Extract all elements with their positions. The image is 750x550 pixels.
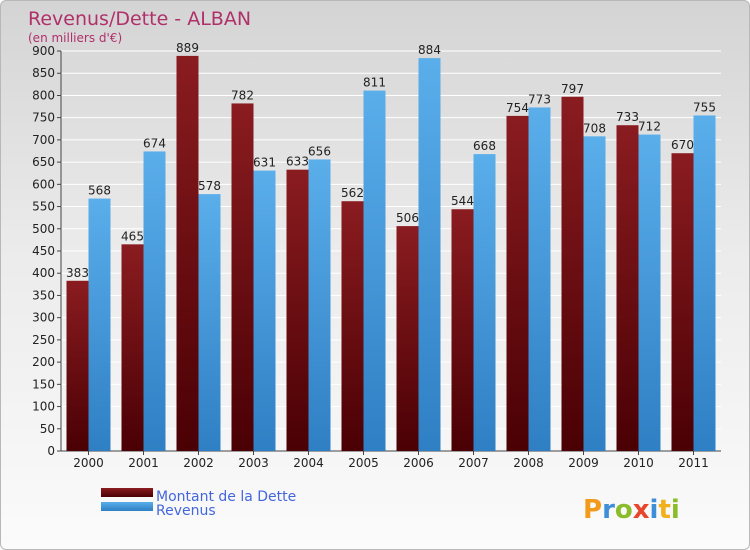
data-label-debt: 465 xyxy=(121,229,144,243)
y-tick-label: 500 xyxy=(32,222,55,236)
data-label-revenus: 674 xyxy=(143,136,166,150)
data-label-revenus: 773 xyxy=(528,92,551,106)
data-label-debt: 562 xyxy=(341,186,364,200)
bar-revenus xyxy=(253,170,276,452)
bar-debt xyxy=(231,103,254,451)
legend-label-revenus: Revenus xyxy=(156,503,216,519)
bar-revenus xyxy=(418,58,441,451)
bar-debt xyxy=(396,226,419,451)
chart-title: Revenus/Dette - ALBAN xyxy=(28,8,251,30)
bar-debt xyxy=(176,55,199,452)
chart-subtitle: (en milliers d'€) xyxy=(28,31,122,45)
data-label-debt: 797 xyxy=(561,82,584,96)
y-tick-label: 650 xyxy=(32,155,55,169)
x-tick-label: 2008 xyxy=(513,456,544,470)
bar-revenus xyxy=(143,151,166,451)
data-label-revenus: 668 xyxy=(473,139,496,153)
legend: Montant de la Dette Revenus xyxy=(101,488,296,519)
bar-revenus xyxy=(638,134,661,452)
data-label-revenus: 568 xyxy=(88,184,111,198)
bar-debt xyxy=(616,125,639,451)
legend-swatch-debt xyxy=(101,488,153,497)
y-tick-label: 300 xyxy=(32,311,55,325)
data-label-revenus: 811 xyxy=(363,76,386,90)
x-tick-label: 2009 xyxy=(568,456,599,470)
y-tick-label: 450 xyxy=(32,244,55,258)
bar-revenus xyxy=(583,136,606,452)
bar-revenus xyxy=(88,198,111,451)
data-label-revenus: 578 xyxy=(198,179,221,193)
bar-debt xyxy=(286,169,309,451)
y-tick-label: 850 xyxy=(32,66,55,80)
y-tick-label: 50 xyxy=(40,422,55,436)
bar-debt xyxy=(66,280,89,451)
y-tick-label: 750 xyxy=(32,111,55,125)
data-label-debt: 733 xyxy=(616,110,639,124)
y-tick-label: 800 xyxy=(32,88,55,102)
bar-revenus xyxy=(473,154,496,451)
bar-revenus xyxy=(363,90,386,452)
data-label-revenus: 708 xyxy=(583,121,606,135)
y-tick-label: 900 xyxy=(32,44,55,58)
data-label-revenus: 712 xyxy=(638,120,661,134)
x-tick-label: 2006 xyxy=(403,456,434,470)
bar-revenus xyxy=(198,194,221,451)
y-tick-label: 700 xyxy=(32,133,55,147)
y-tick-label: 600 xyxy=(32,177,55,191)
data-label-revenus: 631 xyxy=(253,156,276,170)
x-tick-label: 2007 xyxy=(458,456,489,470)
bar-debt xyxy=(506,115,529,451)
y-tick-label: 350 xyxy=(32,288,55,302)
x-tick-label: 2003 xyxy=(238,456,269,470)
plot-area: 0 50 100 150 200 250 300 350 400 450 500 550 600 650 7… xyxy=(32,41,721,470)
bar-debt xyxy=(121,244,144,451)
bar-debt xyxy=(451,209,474,451)
x-tick-label: 2001 xyxy=(128,456,159,470)
x-tick-label: 2011 xyxy=(678,456,709,470)
legend-swatch-revenus xyxy=(101,502,153,511)
data-label-debt: 383 xyxy=(66,266,89,280)
bar-revenus xyxy=(308,159,331,451)
y-tick-label: 0 xyxy=(47,444,55,458)
data-label-debt: 670 xyxy=(671,138,694,152)
bar-debt xyxy=(561,96,584,452)
y-tick-label: 400 xyxy=(32,266,55,280)
y-tick-label: 550 xyxy=(32,200,55,214)
data-label-debt: 506 xyxy=(396,211,419,225)
data-label-debt: 754 xyxy=(506,101,529,115)
y-tick-label: 200 xyxy=(32,355,55,369)
data-label-debt: 633 xyxy=(286,155,309,169)
data-label-debt: 889 xyxy=(176,41,199,55)
data-label-debt: 544 xyxy=(451,194,474,208)
data-label-revenus: 755 xyxy=(693,100,716,114)
legend-label-debt: Montant de la Dette xyxy=(156,489,296,505)
x-tick-label: 2002 xyxy=(183,456,214,470)
proxiti-logo-text: Proxiti xyxy=(583,495,680,525)
data-label-revenus: 884 xyxy=(418,43,441,57)
bar-debt xyxy=(671,153,694,451)
y-tick-label: 150 xyxy=(32,377,55,391)
x-tick-label: 2005 xyxy=(348,456,379,470)
bar-revenus xyxy=(528,107,551,451)
data-label-revenus: 656 xyxy=(308,144,331,158)
x-tick-label: 2004 xyxy=(293,456,324,470)
y-tick-label: 100 xyxy=(32,400,55,414)
x-tick-label: 2000 xyxy=(73,456,104,470)
proxiti-logo: Proxiti xyxy=(583,495,680,525)
data-label-debt: 782 xyxy=(231,88,254,102)
bar-revenus xyxy=(693,115,716,451)
bar-debt xyxy=(341,201,364,451)
y-tick-label: 250 xyxy=(32,333,55,347)
x-tick-label: 2010 xyxy=(623,456,654,470)
